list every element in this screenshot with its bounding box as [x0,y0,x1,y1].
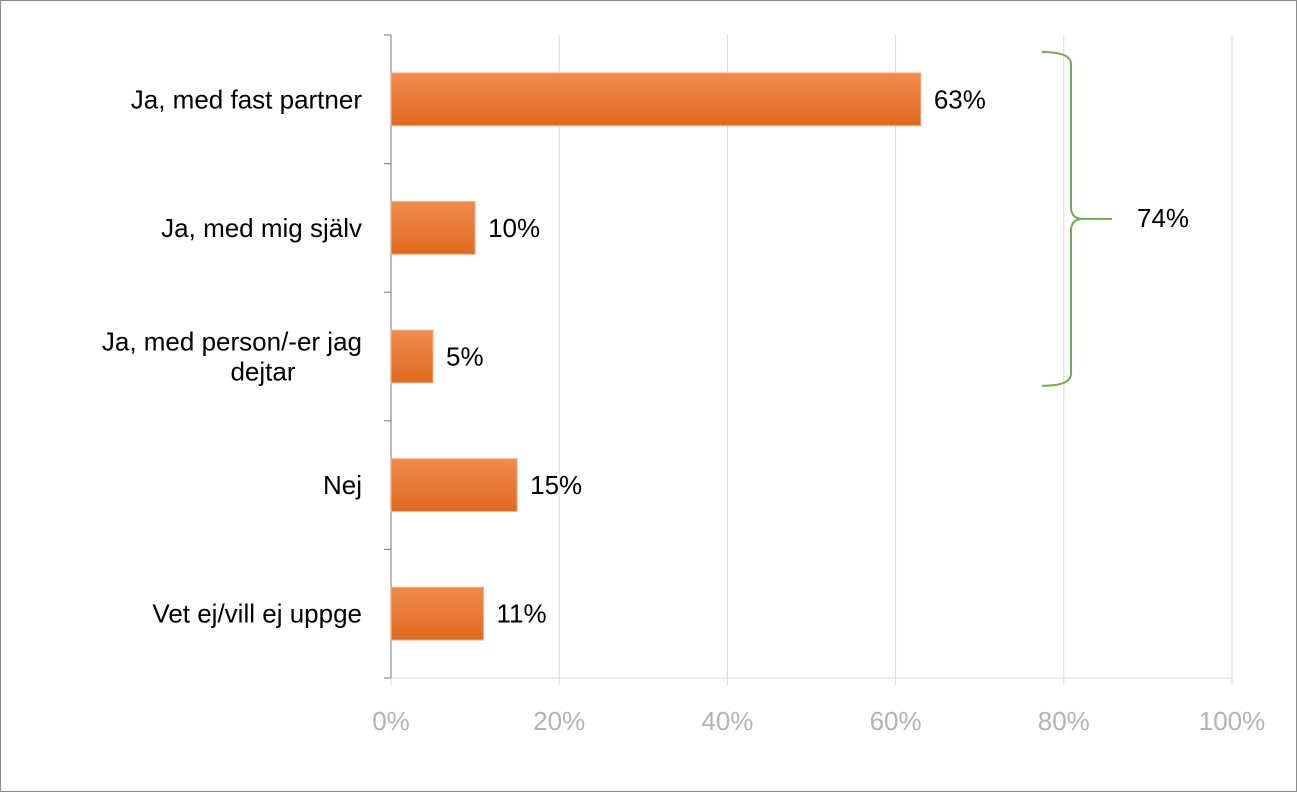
value-label: 11% [497,599,547,629]
x-tick-label: 80% [1038,706,1090,736]
bracket [1041,51,1112,387]
value-label: 15% [530,470,582,500]
category-label-line: Ja, med person/-er jag [102,327,362,357]
bar [390,72,922,127]
category-label-line: Nej [323,470,362,500]
bar [390,458,518,512]
bracket-label: 74% [1137,203,1189,233]
value-label: 63% [934,84,986,114]
bar [390,201,476,255]
x-tick-label: 0% [372,706,410,736]
category-label-line: Vet ej/vill ej uppge [152,599,362,629]
category-label: Vet ej/vill ej uppge [152,599,362,629]
x-tick-label: 100% [1199,706,1266,736]
x-tick-label: 40% [701,706,753,736]
value-label: 5% [446,342,484,372]
x-tick-label: 20% [533,706,585,736]
bar [390,329,434,384]
category-label-line: Ja, med mig själv [161,213,362,243]
category-label: Nej [323,470,362,500]
value-label: 10% [488,213,540,243]
category-label: Ja, med fast partner [131,84,363,114]
category-label-line: dejtar [230,357,295,387]
category-label: Ja, med person/-er jag dejtar [102,327,362,387]
category-label: Ja, med mig själv [161,213,362,243]
bar [390,586,485,641]
x-tick-label: 60% [870,706,922,736]
category-label-line: Ja, med fast partner [131,84,363,114]
